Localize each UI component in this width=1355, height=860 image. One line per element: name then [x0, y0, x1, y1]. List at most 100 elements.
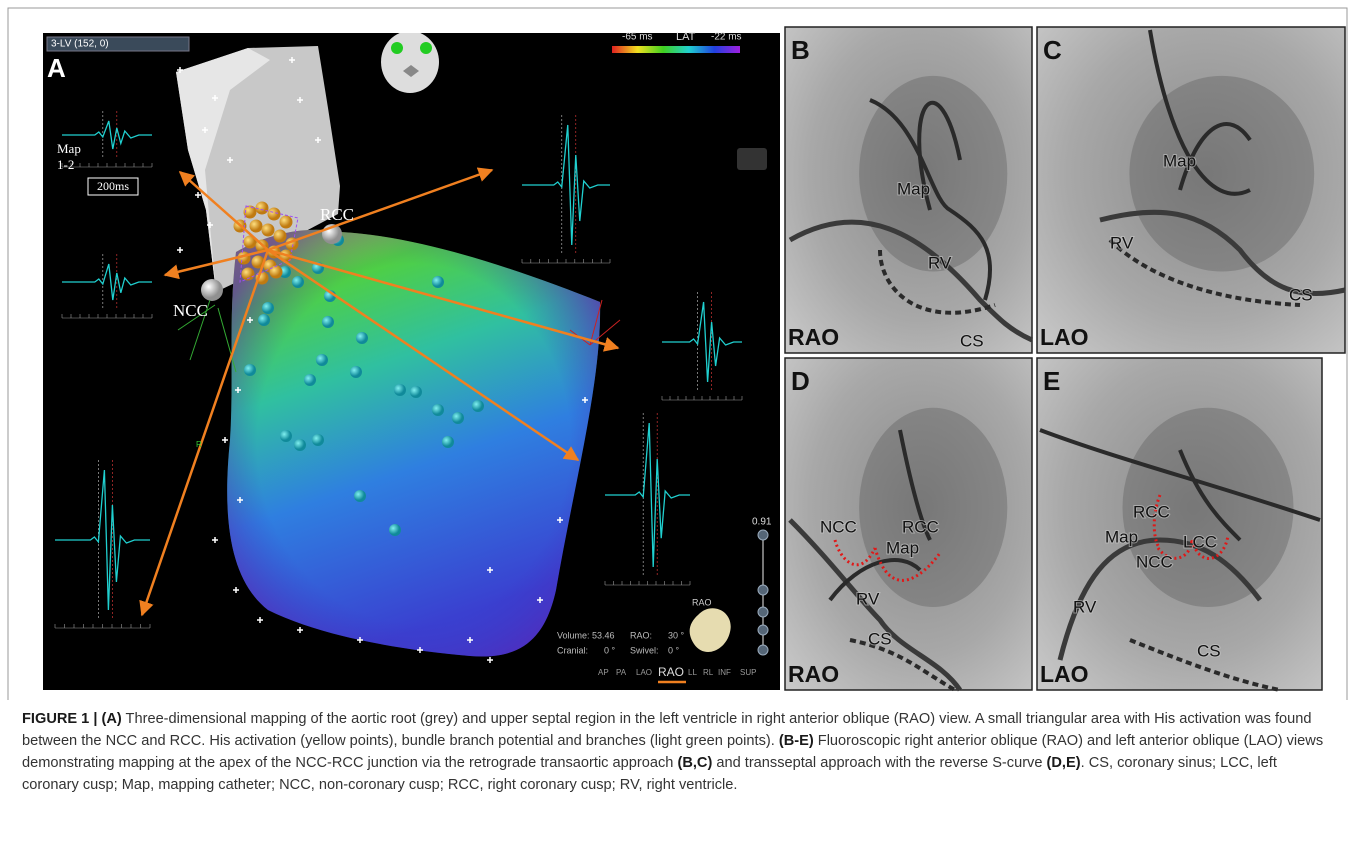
view-button: LL	[688, 668, 697, 677]
bundle-branch-point	[442, 436, 454, 448]
left-ventricle-edge	[227, 230, 600, 657]
bundle-branch-point	[304, 374, 316, 386]
bundle-branch-point	[432, 404, 444, 416]
view-button: INF	[718, 668, 731, 677]
view-label: LAO	[1040, 661, 1089, 687]
bundle-branch-point	[316, 354, 328, 366]
his-point	[270, 266, 283, 279]
ncc-sphere	[201, 279, 223, 301]
lat-min: -65 ms	[622, 32, 653, 43]
view-label: RAO	[788, 661, 839, 687]
panel-label: C	[1043, 35, 1062, 65]
ncc-label: NCC	[173, 301, 208, 320]
bundle-branch-point	[350, 366, 362, 378]
scale-bar-label: 200ms	[97, 179, 129, 193]
page: Figure 1 html, body { margin: 0; padding…	[0, 0, 1355, 860]
bundle-branch-point	[244, 364, 256, 376]
structure-label: Map	[897, 179, 930, 198]
figure: 3-LV (152, 0) A -65 ms LAT -22 ms Map 1-…	[0, 0, 1355, 700]
face-eye	[420, 42, 432, 54]
structure-label: Map	[1105, 527, 1138, 546]
his-point	[262, 224, 275, 237]
bundle-branch-point	[322, 316, 334, 328]
view-button: LAO	[636, 668, 652, 677]
bundle-branch-point	[294, 439, 306, 451]
bundle-branch-point	[356, 332, 368, 344]
swivel-value: 0 °	[668, 645, 680, 655]
panel-a	[43, 31, 780, 690]
bundle-branch-point	[410, 386, 422, 398]
view-button: PA	[616, 668, 627, 677]
bundle-branch-point	[292, 276, 304, 288]
slider-knob	[758, 645, 768, 655]
his-point	[268, 208, 281, 221]
structure-label: NCC	[820, 517, 857, 536]
caption-text: and transseptal approach with the revers…	[712, 755, 1046, 771]
his-point	[256, 202, 269, 215]
cardiac-shadow	[859, 408, 1007, 607]
lat-color-bar	[612, 46, 740, 53]
panel-label: B	[791, 35, 810, 65]
his-point	[280, 216, 293, 229]
structure-label: CS	[868, 629, 892, 648]
fluoro-panel: DRAONCCRCCMapRVCS	[785, 358, 1032, 690]
rcc-label: RCC	[320, 205, 354, 224]
bundle-branch-point	[262, 302, 274, 314]
slider-knob	[758, 625, 768, 635]
structure-label: RV	[1073, 597, 1097, 616]
his-point	[274, 230, 287, 243]
fluoro-panel: B RAO Map RV CS	[785, 27, 1032, 353]
zoom-value: 0.91	[752, 517, 772, 528]
panel-label: A	[47, 53, 66, 83]
view-button: AP	[598, 668, 609, 677]
caption: FIGURE 1 | (A) Three-dimensional mapping…	[22, 708, 1332, 796]
lat-max: -22 ms	[711, 32, 742, 43]
map-label: Map	[57, 141, 81, 156]
axis-r-label: R	[196, 440, 202, 449]
structure-label: CS	[960, 331, 984, 350]
caption-bold: (B-E)	[779, 733, 814, 749]
structure-label: Map	[1163, 151, 1196, 170]
cranial-value: 0 °	[604, 645, 616, 655]
bundle-branch-point	[389, 524, 401, 536]
bundle-branch-point	[452, 412, 464, 424]
bundle-branch-point	[432, 276, 444, 288]
orientation-label: RAO	[692, 597, 712, 607]
side-widget	[737, 148, 767, 170]
structure-label: RCC	[1133, 502, 1170, 521]
map-channel: 1-2	[57, 157, 74, 172]
cranial-label: Cranial:	[557, 645, 588, 655]
view-button: RL	[703, 668, 714, 677]
slider-knob	[758, 530, 768, 540]
dropdown-text: 3-LV (152, 0)	[51, 39, 109, 50]
bundle-branch-point	[312, 434, 324, 446]
fluoro-panel: ELAORCCMapLCCNCCRVCS	[1037, 358, 1322, 690]
structure-label: CS	[1289, 285, 1313, 304]
structure-label: RV	[1110, 233, 1134, 252]
bundle-branch-point	[354, 490, 366, 502]
view-label: LAO	[1040, 324, 1089, 350]
structure-label: CS	[1197, 641, 1221, 660]
panel-label: E	[1043, 366, 1060, 396]
his-point	[250, 220, 263, 233]
bundle-branch-point	[394, 384, 406, 396]
fluoro-panel: C LAO Map RV CS	[1037, 27, 1345, 353]
structure-label: RV	[928, 253, 952, 272]
rao-angle-label: RAO:	[630, 630, 652, 640]
bundle-branch-point	[258, 314, 270, 326]
view-button: SUP	[740, 668, 756, 677]
lat-title: LAT	[676, 31, 696, 43]
structure-label: RV	[856, 589, 880, 608]
view-label: RAO	[788, 324, 839, 350]
structure-label: Map	[886, 538, 919, 557]
slider-knob	[758, 585, 768, 595]
face	[381, 31, 439, 93]
panel-label: D	[791, 366, 810, 396]
page-body: 3-LV (152, 0) A -65 ms LAT -22 ms Map 1-…	[0, 0, 1355, 860]
bundle-branch-point	[472, 400, 484, 412]
volume: Volume: 53.46	[557, 630, 615, 640]
rao-angle-value: 30 °	[668, 630, 685, 640]
cardiac-shadow	[1129, 76, 1314, 272]
caption-bold: FIGURE 1 | (A)	[22, 711, 122, 727]
bundle-branch-point	[280, 430, 292, 442]
